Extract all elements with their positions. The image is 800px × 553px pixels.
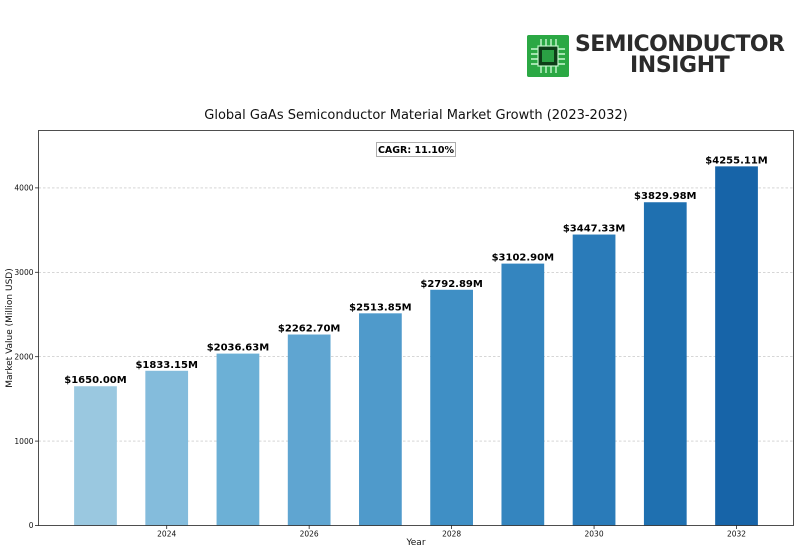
y-tick-label: 4000 — [14, 184, 33, 193]
bar-value-label: $1650.00M — [64, 375, 127, 386]
bar-2031 — [643, 202, 687, 526]
chip-icon — [527, 35, 569, 77]
bar-value-label: $4255.11M — [705, 155, 768, 166]
bar-value-label: $2513.85M — [349, 302, 412, 313]
x-tick-label: 2024 — [157, 530, 176, 539]
y-axis-label: Market Value (Million USD) — [5, 268, 15, 387]
y-tick-label: 1000 — [14, 437, 33, 446]
bar-value-label: $2792.89M — [420, 279, 483, 290]
y-axis-ticks: 0 1000 2000 3000 4000 — [14, 184, 39, 530]
bar-value-label: $3829.98M — [634, 191, 697, 202]
cagr-box — [376, 142, 456, 157]
x-tick-label: 2032 — [727, 530, 746, 539]
cagr-annotation: CAGR: 11.10% — [376, 142, 456, 157]
bar-2027 — [359, 313, 402, 526]
logo-text-line2: INSIGHT — [630, 53, 730, 78]
bar-2024 — [145, 370, 189, 526]
bar-2029 — [501, 263, 545, 526]
plot-frame — [38, 130, 794, 526]
x-tick-label: 2028 — [442, 530, 461, 539]
x-tick-label: 2026 — [300, 530, 319, 539]
bar-value-label: $2262.70M — [278, 324, 341, 335]
brand-logo: SEMICONDUCTOR INSIGHT — [527, 32, 785, 78]
x-tick-label: 2030 — [585, 530, 604, 539]
bar-2023 — [74, 386, 117, 526]
logo-text-line1: SEMICONDUCTOR — [575, 32, 785, 58]
x-axis-label: Year — [405, 538, 425, 548]
bar-value-label: $2036.63M — [207, 343, 270, 354]
bar-2025 — [216, 353, 260, 526]
bar-value-labels: $1650.00M $1833.15M $2036.63M $2262.70M $251… — [64, 155, 768, 386]
logo-wordmark: SEMICONDUCTOR INSIGHT — [575, 32, 785, 78]
bars — [74, 166, 758, 526]
x-axis-ticks: 2024 2026 2028 2030 2032 — [157, 525, 746, 539]
bar-2032 — [715, 166, 758, 526]
chart-title: Global GaAs Semiconductor Material Marke… — [204, 108, 627, 123]
bar-2030 — [572, 234, 616, 526]
cagr-label: CAGR: 11.10% — [378, 145, 455, 156]
y-tick-label: 3000 — [14, 268, 33, 277]
y-tick-label: 0 — [29, 521, 34, 530]
y-tick-label: 2000 — [14, 352, 33, 361]
bar-value-label: $3102.90M — [492, 253, 555, 264]
bar-2028 — [430, 289, 473, 526]
bar-value-label: $1833.15M — [135, 360, 198, 371]
bar-2026 — [287, 334, 331, 526]
bar-value-label: $3447.33M — [563, 224, 626, 235]
